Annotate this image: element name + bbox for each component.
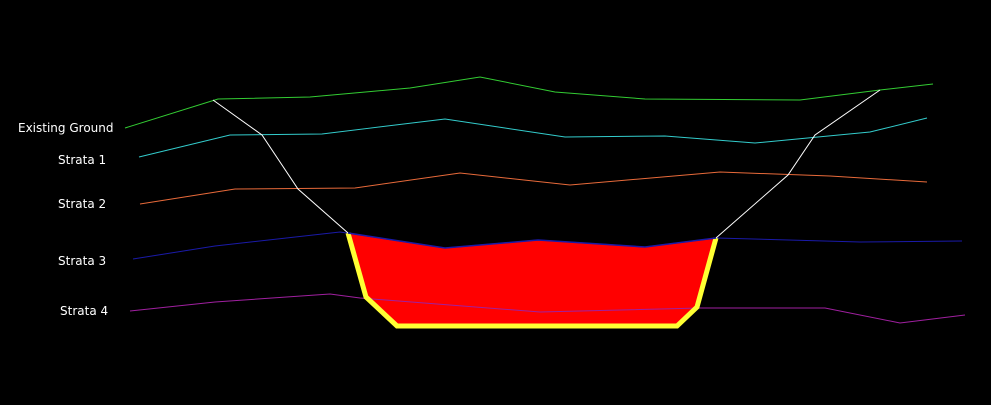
strata-4-line: [129, 293, 966, 324]
label-strata-1: Strata 1: [58, 153, 106, 167]
excavation-area: [348, 233, 716, 326]
label-strata-3: Strata 3: [58, 254, 106, 268]
label-strata-2: Strata 2: [58, 197, 106, 211]
excavation-top-edge: [347, 232, 717, 249]
right-cut-slope-line: [715, 89, 881, 239]
existing-ground-line: [124, 76, 934, 129]
strata-2-line: [139, 171, 928, 205]
strata-1-line: [138, 117, 928, 158]
excavation-outline: [345, 232, 719, 329]
label-strata-4: Strata 4: [60, 304, 108, 318]
left-cut-slope-line: [212, 99, 349, 234]
label-existing-ground: Existing Ground: [18, 121, 113, 135]
